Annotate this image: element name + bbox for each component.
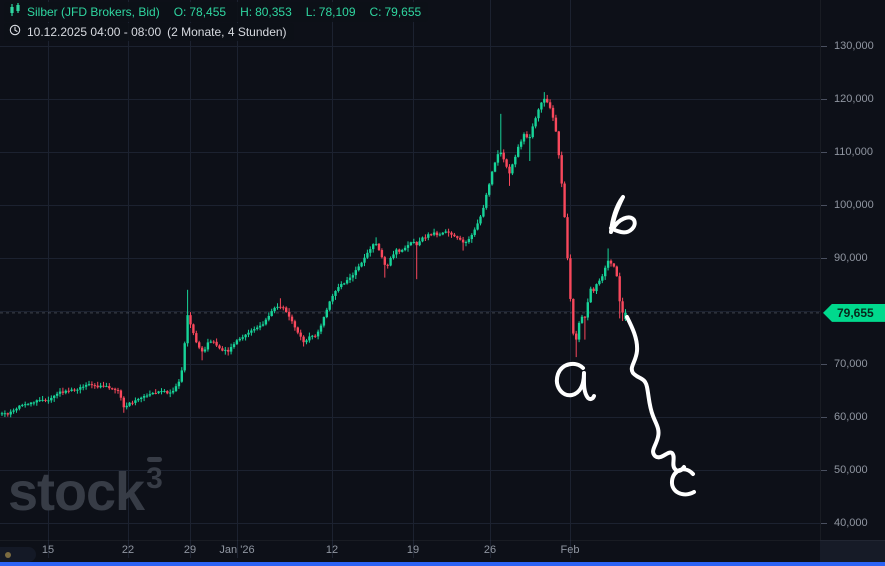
bottom-accent-bar: [0, 562, 885, 566]
axis-tick-mark: [821, 98, 827, 100]
chart-legend: Silber (JFD Brokers, Bid) O: 78,455 H: 80,…: [4, 2, 429, 42]
candlestick-icon: [9, 3, 21, 20]
time-axis[interactable]: 15 22 29 Jan '26 12 19 26 Feb: [0, 540, 820, 563]
axis-tick-mark: [821, 151, 827, 153]
time-axis-label: Feb: [560, 544, 580, 556]
ohlc-low: L: 78,109: [305, 4, 356, 19]
price-axis-label: 90,000: [821, 251, 868, 265]
axis-tick-mark: [821, 45, 827, 47]
price-axis-label: 110,000: [821, 145, 873, 159]
time-axis-label: 26: [483, 544, 497, 556]
price-axis-label: 70,000: [821, 357, 868, 371]
price-axis-label: 100,000: [821, 198, 874, 212]
time-axis-label: 15: [41, 544, 55, 556]
candle-timestamp: 10.12.2025 04:00 - 08:00: [27, 24, 162, 39]
axis-tick-mark: [821, 522, 827, 524]
price-axis-label: 50,000: [821, 463, 868, 477]
time-axis-label: 29: [183, 544, 197, 556]
time-axis-label: Jan '26: [219, 544, 255, 556]
hand-drawn-annotations: [555, 195, 696, 497]
axis-corner: [820, 540, 885, 563]
price-axis-label: 40,000: [821, 516, 868, 530]
annotation-squiggle-line[interactable]: [625, 315, 686, 473]
instrument-name: Silber (JFD Brokers, Bid): [27, 4, 160, 19]
clock-icon: [9, 24, 21, 39]
ohlc-close: C: 79,655: [369, 4, 422, 19]
price-axis-label: 130,000: [821, 39, 874, 53]
annotation-letter-b[interactable]: [609, 195, 637, 235]
instrument-legend[interactable]: Silber (JFD Brokers, Bid) O: 78,455 H: 80,…: [4, 2, 429, 22]
range-info: (2 Monate, 4 Stunden): [167, 24, 287, 39]
axis-tick-mark: [821, 363, 827, 365]
ohlc-open: O: 78,455: [173, 4, 227, 19]
time-axis-label: 22: [121, 544, 135, 556]
status-chip: [0, 547, 36, 562]
timeframe-legend: 10.12.2025 04:00 - 08:00 (2 Monate, 4 St…: [4, 23, 294, 41]
annotation-letter-c[interactable]: [670, 467, 696, 497]
price-axis-label: 60,000: [821, 410, 868, 424]
status-dot: [5, 551, 11, 558]
price-axis-label: 120,000: [821, 92, 874, 106]
ohlc-high: H: 80,353: [240, 4, 292, 19]
axis-tick-mark: [821, 204, 827, 206]
last-price-value: 79,655: [837, 305, 874, 320]
axis-tick-mark: [821, 469, 827, 471]
time-axis-label: 19: [406, 544, 420, 556]
price-axis[interactable]: 79,655 130,000 120,000 110,000 100,000 90,00…: [820, 0, 885, 540]
axis-tick-mark: [821, 416, 827, 418]
stock3-watermark: stock3: [8, 457, 163, 522]
annotation-letter-a[interactable]: [555, 361, 596, 402]
price-chart-canvas[interactable]: [0, 0, 820, 566]
axis-tick-mark: [821, 257, 827, 259]
time-axis-label: 12: [325, 544, 339, 556]
last-price-tag: 79,655: [823, 303, 885, 322]
candles: [0, 92, 627, 418]
